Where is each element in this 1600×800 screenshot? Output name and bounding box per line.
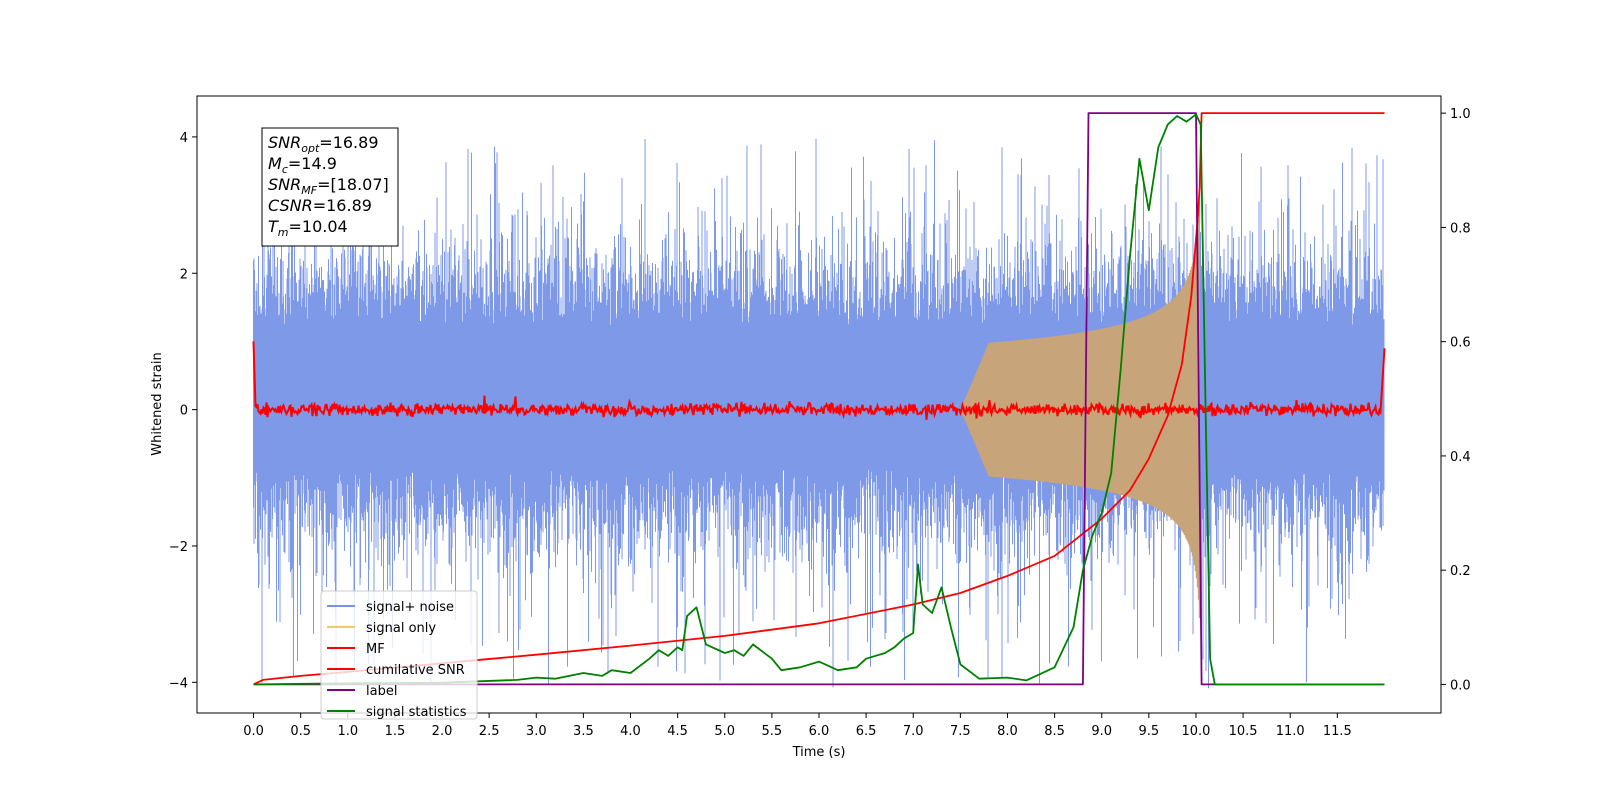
x-axis-label: Time (s) (792, 745, 846, 760)
annotation-line: SNRMF=[18.07] (268, 175, 389, 197)
annotation-value: =16.89 (319, 133, 378, 152)
annotation-value: =10.04 (289, 217, 348, 236)
legend-label: cumilative SNR (366, 663, 465, 678)
y-right-tick-label: 0.2 (1450, 564, 1471, 579)
x-tick-label: 3.5 (573, 724, 594, 739)
legend-frame (320, 590, 478, 720)
legend-label: MF (366, 642, 385, 657)
x-tick-label: 4.0 (620, 724, 641, 739)
legend-label: signal statistics (366, 705, 467, 720)
annotation-symbol: SNR (268, 175, 301, 194)
x-tick-label: 7.5 (950, 724, 971, 739)
x-tick-label: 5.0 (714, 724, 735, 739)
x-tick-label: 7.0 (903, 724, 924, 739)
annotation-value: =[18.07] (317, 175, 389, 194)
y-tick-label: −2 (169, 540, 188, 555)
annotation-value: =16.89 (313, 196, 372, 215)
x-tick-label: 9.0 (1091, 724, 1112, 739)
annotation-subscript: MF (301, 184, 317, 197)
x-tick-label: 4.5 (667, 724, 688, 739)
x-tick-label: 11.0 (1276, 724, 1305, 739)
x-tick-label: 6.0 (809, 724, 830, 739)
y-tick-label: 4 (180, 131, 188, 146)
axes-layer: 0.0 0.5 1.0 1.5 2.0 2.5 3.0 3.5 4.0 4.5 5.0 5.5 6.0 6… (169, 107, 1471, 739)
y-right-tick-label: 0.6 (1450, 336, 1471, 351)
series-signal-statistics (253, 113, 1385, 686)
y-axis-label: Whitened strain (150, 352, 165, 455)
y-right-tick-label: 0.0 (1450, 678, 1471, 693)
legend: signal+ noise signal only MF cumilative SNR… (320, 590, 478, 720)
x-tick-label: 6.5 (856, 724, 877, 739)
annotation-value: =14.9 (288, 154, 337, 173)
annotation-line: Tm=10.04 (268, 217, 348, 239)
annotation-symbol: SNR (268, 133, 301, 152)
x-tick-label: 3.0 (526, 724, 547, 739)
y-tick-label: 0 (180, 404, 188, 419)
annotation-lines: SNRopt=16.89Mc=14.9SNRMF=[18.07]CSNR=16.… (268, 133, 389, 239)
y-tick-label: 2 (180, 267, 188, 282)
annotation-line: CSNR=16.89 (268, 196, 372, 215)
legend-label: signal+ noise (366, 600, 454, 615)
x-tick-label: 11.5 (1323, 724, 1352, 739)
x-tick-label: 2.0 (432, 724, 453, 739)
legend-label: signal only (366, 621, 436, 636)
x-tick-label: 1.0 (337, 724, 358, 739)
x-tick-label: 0.5 (290, 724, 311, 739)
annotation-subscript: m (278, 226, 289, 239)
y-right-tick-label: 1.0 (1450, 107, 1471, 122)
annotation-box: SNRopt=16.89Mc=14.9SNRMF=[18.07]CSNR=16.… (261, 127, 399, 247)
annotation-symbol: T (268, 217, 279, 236)
annotation-symbol: M (268, 154, 282, 173)
x-tick-label: 8.5 (1044, 724, 1065, 739)
x-tick-label: 5.5 (762, 724, 783, 739)
annotation-subscript: opt (301, 142, 320, 155)
x-tick-label: 0.0 (243, 724, 264, 739)
x-tick-label: 9.5 (1139, 724, 1160, 739)
y-right-tick-label: 0.8 (1450, 221, 1471, 236)
x-tick-label: 8.0 (997, 724, 1018, 739)
legend-entries: signal+ noise signal only MF cumilative SNR… (327, 600, 467, 720)
annotation-symbol: CSNR (268, 196, 313, 215)
x-tick-label: 10.5 (1229, 724, 1258, 739)
x-tick-label: 10.0 (1181, 724, 1210, 739)
y-right-tick-label: 0.4 (1450, 450, 1471, 465)
annotation-subscript: c (282, 163, 288, 176)
x-tick-label: 2.5 (479, 724, 500, 739)
series-mf (252, 341, 1386, 420)
annotation-line: SNRopt=16.89 (268, 133, 379, 155)
annotation-frame (261, 127, 399, 247)
x-tick-label: 1.5 (385, 724, 406, 739)
annotation-line: Mc=14.9 (268, 154, 337, 176)
legend-label: label (366, 684, 397, 699)
y-tick-label: −4 (169, 676, 188, 691)
